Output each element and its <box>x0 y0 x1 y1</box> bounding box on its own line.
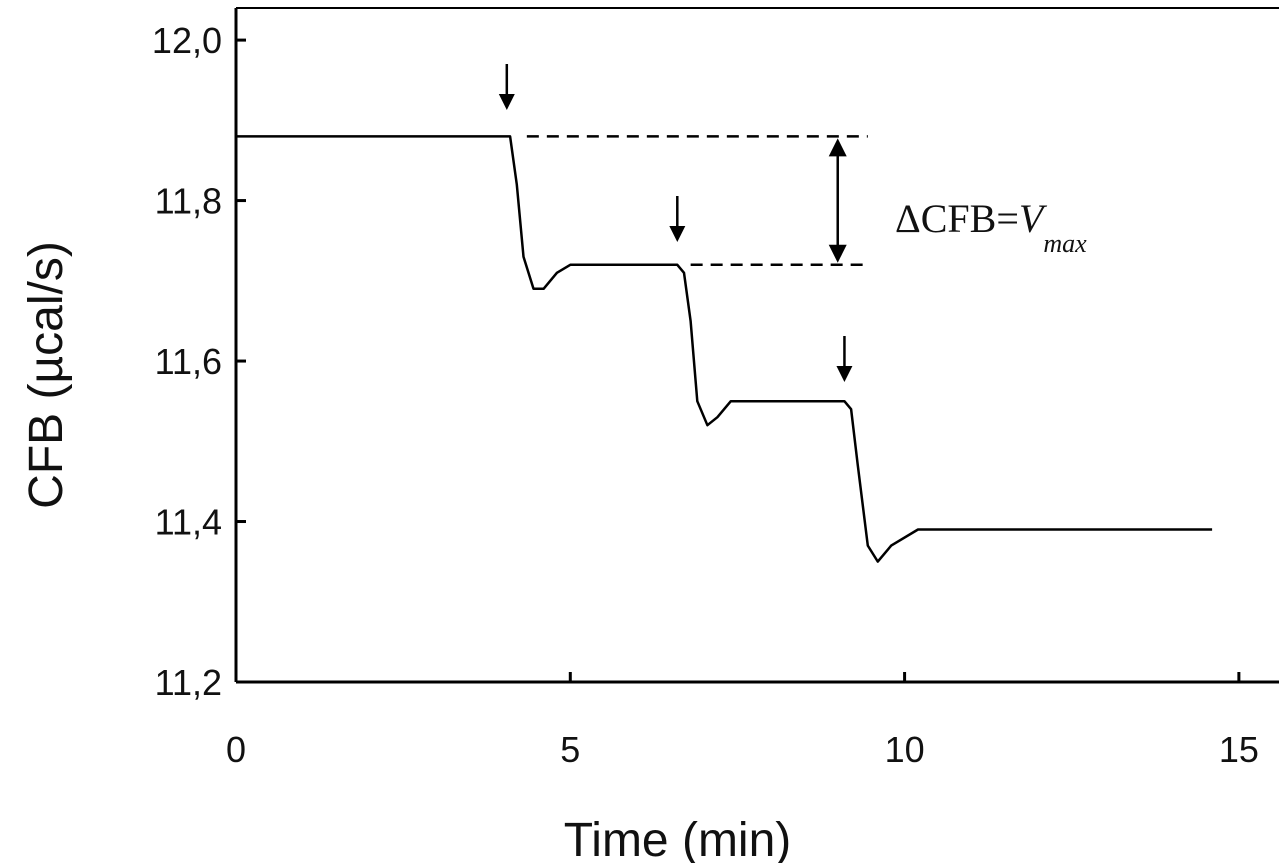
x-tick-label: 15 <box>1219 729 1259 770</box>
y-tick-label: 12,0 <box>152 20 222 61</box>
y-axis-title: CFB (µcal/s) <box>20 241 73 509</box>
injection-arrow-head <box>669 226 686 242</box>
x-axis-title: Time (min) <box>564 814 792 863</box>
delta-arrow-head-down <box>828 244 847 263</box>
plot-area: 11,2 11,4 11,6 11,8 12,0 0 5 10 15 Time (min) CFB … <box>20 7 1279 863</box>
delta-prefix: ΔCFB= <box>895 196 1019 241</box>
x-tick-label: 0 <box>226 729 246 770</box>
x-tick-label: 5 <box>560 729 580 770</box>
x-tick-label: 10 <box>885 729 925 770</box>
injection-arrow-head <box>498 94 515 110</box>
delta-arrow-head-up <box>828 138 847 157</box>
y-tick-label: 11,8 <box>155 181 222 222</box>
delta-subscript: max <box>1043 229 1087 258</box>
y-tick-label: 11,4 <box>155 502 222 543</box>
y-tick-label: 11,2 <box>155 662 222 703</box>
data-series-line <box>236 135 1213 563</box>
delta-cfb-annotation: ΔCFB=Vmax <box>895 196 1087 258</box>
injection-arrow-head <box>836 366 853 382</box>
delta-symbol: V <box>1019 196 1048 241</box>
y-tick-label: 11,6 <box>155 341 222 382</box>
